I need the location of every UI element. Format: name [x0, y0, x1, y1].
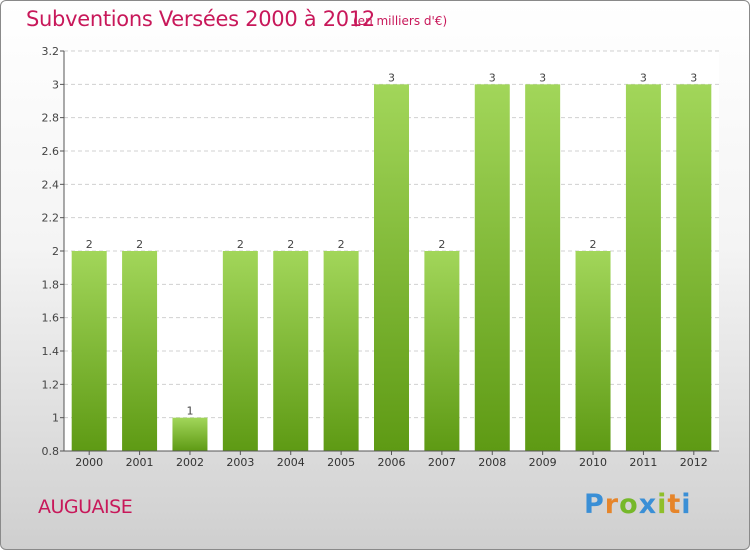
- data-label: 2: [590, 238, 597, 251]
- data-label: 1: [186, 405, 193, 418]
- bar: [374, 84, 409, 451]
- unit-note: (en milliers d'€): [353, 14, 448, 28]
- bar: [71, 251, 107, 451]
- commune-name: AUGUAISE: [38, 496, 133, 518]
- bar: [625, 84, 661, 451]
- y-tick-label: 1.4: [42, 345, 60, 358]
- y-tick-label: 1: [52, 412, 59, 425]
- bar: [676, 84, 712, 451]
- bar: [172, 417, 208, 451]
- x-tick-label: 2012: [680, 456, 708, 469]
- data-label: 2: [237, 238, 244, 251]
- x-tick-label: 2004: [277, 456, 305, 469]
- y-tick-label: 3.2: [42, 45, 60, 58]
- chart-title: Subventions Versées 2000 à 2012: [26, 7, 375, 31]
- y-tick-label: 0.8: [42, 445, 60, 458]
- data-label: 3: [640, 71, 647, 84]
- x-tick-label: 2007: [428, 456, 456, 469]
- data-label: 3: [489, 71, 496, 84]
- x-tick-label: 2011: [629, 456, 657, 469]
- proxiti-logo: Proxiti: [584, 489, 692, 520]
- data-label: 2: [287, 238, 294, 251]
- data-label: 3: [388, 71, 395, 84]
- bar: [575, 251, 611, 451]
- bar: [122, 251, 158, 451]
- y-tick-label: 2.8: [42, 112, 60, 125]
- bar: [323, 251, 359, 451]
- y-tick-label: 2.6: [42, 145, 60, 158]
- bar: [222, 251, 258, 451]
- data-label: 2: [136, 238, 143, 251]
- y-tick-label: 2.4: [42, 178, 60, 191]
- x-tick-label: 2002: [176, 456, 204, 469]
- y-tick-label: 1.2: [42, 378, 60, 391]
- data-label: 3: [539, 71, 546, 84]
- data-label: 2: [438, 238, 445, 251]
- x-tick-label: 2003: [226, 456, 254, 469]
- data-label: 2: [86, 238, 93, 251]
- x-tick-label: 2001: [126, 456, 154, 469]
- y-tick-label: 1.8: [42, 278, 60, 291]
- x-tick-label: 2010: [579, 456, 607, 469]
- bar: [424, 251, 460, 451]
- bar: [474, 84, 510, 451]
- data-label: 2: [338, 238, 345, 251]
- x-tick-label: 2000: [75, 456, 103, 469]
- y-tick-label: 2: [52, 245, 59, 258]
- x-tick-label: 2009: [529, 456, 557, 469]
- x-tick-label: 2008: [478, 456, 506, 469]
- y-tick-label: 1.6: [42, 312, 60, 325]
- bar: [273, 251, 309, 451]
- x-tick-label: 2005: [327, 456, 355, 469]
- data-label: 3: [690, 71, 697, 84]
- y-tick-label: 2.2: [42, 212, 60, 225]
- y-tick-label: 3: [52, 78, 59, 91]
- x-tick-label: 2006: [378, 456, 406, 469]
- bar: [525, 84, 561, 451]
